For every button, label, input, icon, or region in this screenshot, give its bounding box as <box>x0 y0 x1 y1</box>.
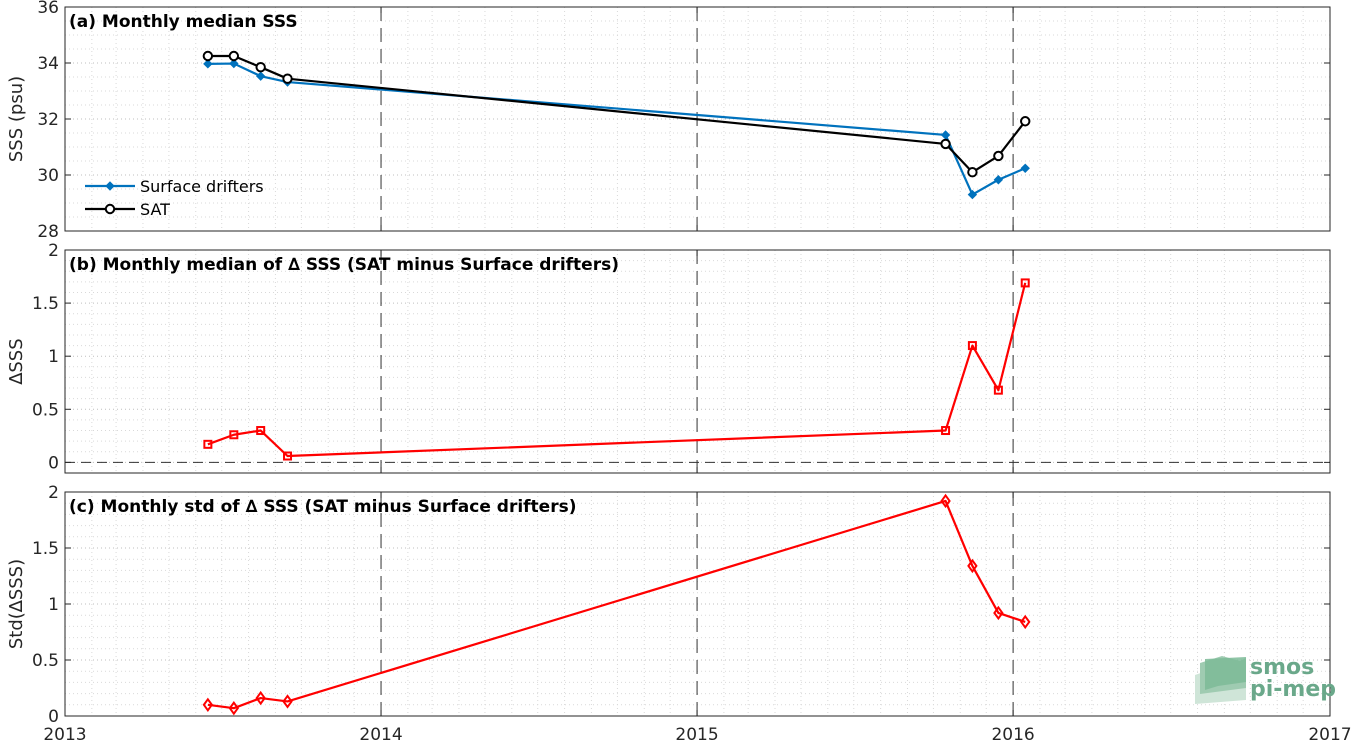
y-axis-label: ∆SSS <box>6 338 27 385</box>
data-point <box>1019 614 1031 630</box>
logo-mark-icon <box>1195 656 1246 704</box>
legend-item-surface-drifters: Surface drifters <box>85 177 264 196</box>
y-tick-label: 34 <box>37 54 59 74</box>
x-tick-label: 2017 <box>1308 725 1351 745</box>
panel-title: (b) Monthly median of ∆ SSS (SAT minus S… <box>69 255 619 275</box>
y-tick-label: 1.5 <box>32 294 59 314</box>
chart-panels: 28 30 32 34 36 (a) Monthly median SSS SSS (psu… <box>6 0 1352 745</box>
data-point <box>1020 163 1030 173</box>
y-tick-label: 2 <box>48 483 59 503</box>
series-line <box>207 62 1026 196</box>
legend-marker <box>104 203 116 215</box>
y-tick-label: 0 <box>48 453 59 473</box>
legend: Surface drifters SAT <box>85 177 264 219</box>
series-delta-b <box>203 278 1030 461</box>
y-axis-label: Std(∆SSS) <box>6 559 27 649</box>
data-point <box>228 700 240 716</box>
data-point <box>203 439 213 449</box>
y-tick-label: 30 <box>37 166 59 186</box>
y-axis-label: SSS (psu) <box>6 76 27 162</box>
series-sat <box>202 50 1031 178</box>
data-point <box>940 138 951 150</box>
data-point <box>255 71 266 81</box>
logo-line2: pi-mep <box>1250 677 1336 702</box>
data-point <box>283 451 293 461</box>
data-point <box>993 385 1003 395</box>
data-point <box>967 189 978 200</box>
data-point <box>993 605 1004 621</box>
panel-c: 0 0.5 1 1.5 2 (c) Monthly std of ∆ SSS (SAT m… <box>6 483 1352 745</box>
y-tick-label: 28 <box>37 222 59 242</box>
data-point <box>1020 278 1030 288</box>
y-tick-label: 1 <box>48 347 59 367</box>
y-tick-label: 1.5 <box>32 539 59 559</box>
data-point <box>967 167 978 178</box>
data-point <box>256 426 266 436</box>
series-surface-drifters <box>203 58 1030 200</box>
data-point <box>282 694 293 709</box>
data-point <box>967 341 977 351</box>
data-point <box>993 175 1004 185</box>
panel-title: (c) Monthly std of ∆ SSS (SAT minus Surf… <box>69 497 576 517</box>
data-point <box>202 697 214 713</box>
y-tick-label: 0.5 <box>32 400 59 420</box>
data-point <box>229 58 239 69</box>
legend-item-sat: SAT <box>85 200 170 219</box>
panel-a: 28 30 32 34 36 (a) Monthly median SSS SSS (psu… <box>6 0 1331 242</box>
series-line <box>207 499 1026 710</box>
x-tick-label: 2015 <box>675 725 718 745</box>
series-delta-c <box>202 493 1031 716</box>
data-point <box>203 59 213 69</box>
logo-line1: smos <box>1250 655 1314 680</box>
data-point <box>940 493 951 509</box>
x-tick-label: 2014 <box>359 725 402 745</box>
legend-marker <box>105 181 115 191</box>
panel-title: (a) Monthly median SSS <box>69 12 298 32</box>
smos-pi-mep-logo: smos pi-mep <box>1195 655 1336 704</box>
data-point <box>255 690 266 706</box>
y-tick-label: 1 <box>48 595 59 615</box>
x-tick-label: 2013 <box>43 725 86 745</box>
legend-label: Surface drifters <box>140 177 264 196</box>
y-tick-label: 0 <box>48 707 59 727</box>
x-tick-label: 2016 <box>991 725 1034 745</box>
data-point <box>255 61 266 73</box>
data-point <box>282 73 293 84</box>
data-point <box>202 50 214 62</box>
data-point <box>228 50 240 62</box>
data-point <box>941 426 951 436</box>
y-tick-label: 2 <box>48 241 59 261</box>
data-point <box>229 430 239 440</box>
legend-label: SAT <box>140 200 170 219</box>
data-point <box>1020 116 1031 127</box>
y-tick-label: 0.5 <box>32 651 59 671</box>
data-point <box>967 558 978 574</box>
data-point <box>993 150 1004 162</box>
panel-b: 0 0.5 1 1.5 2 (b) Monthly median of ∆ SSS (SA… <box>6 241 1331 474</box>
y-tick-label: 36 <box>37 0 59 18</box>
y-tick-label: 32 <box>37 110 59 130</box>
